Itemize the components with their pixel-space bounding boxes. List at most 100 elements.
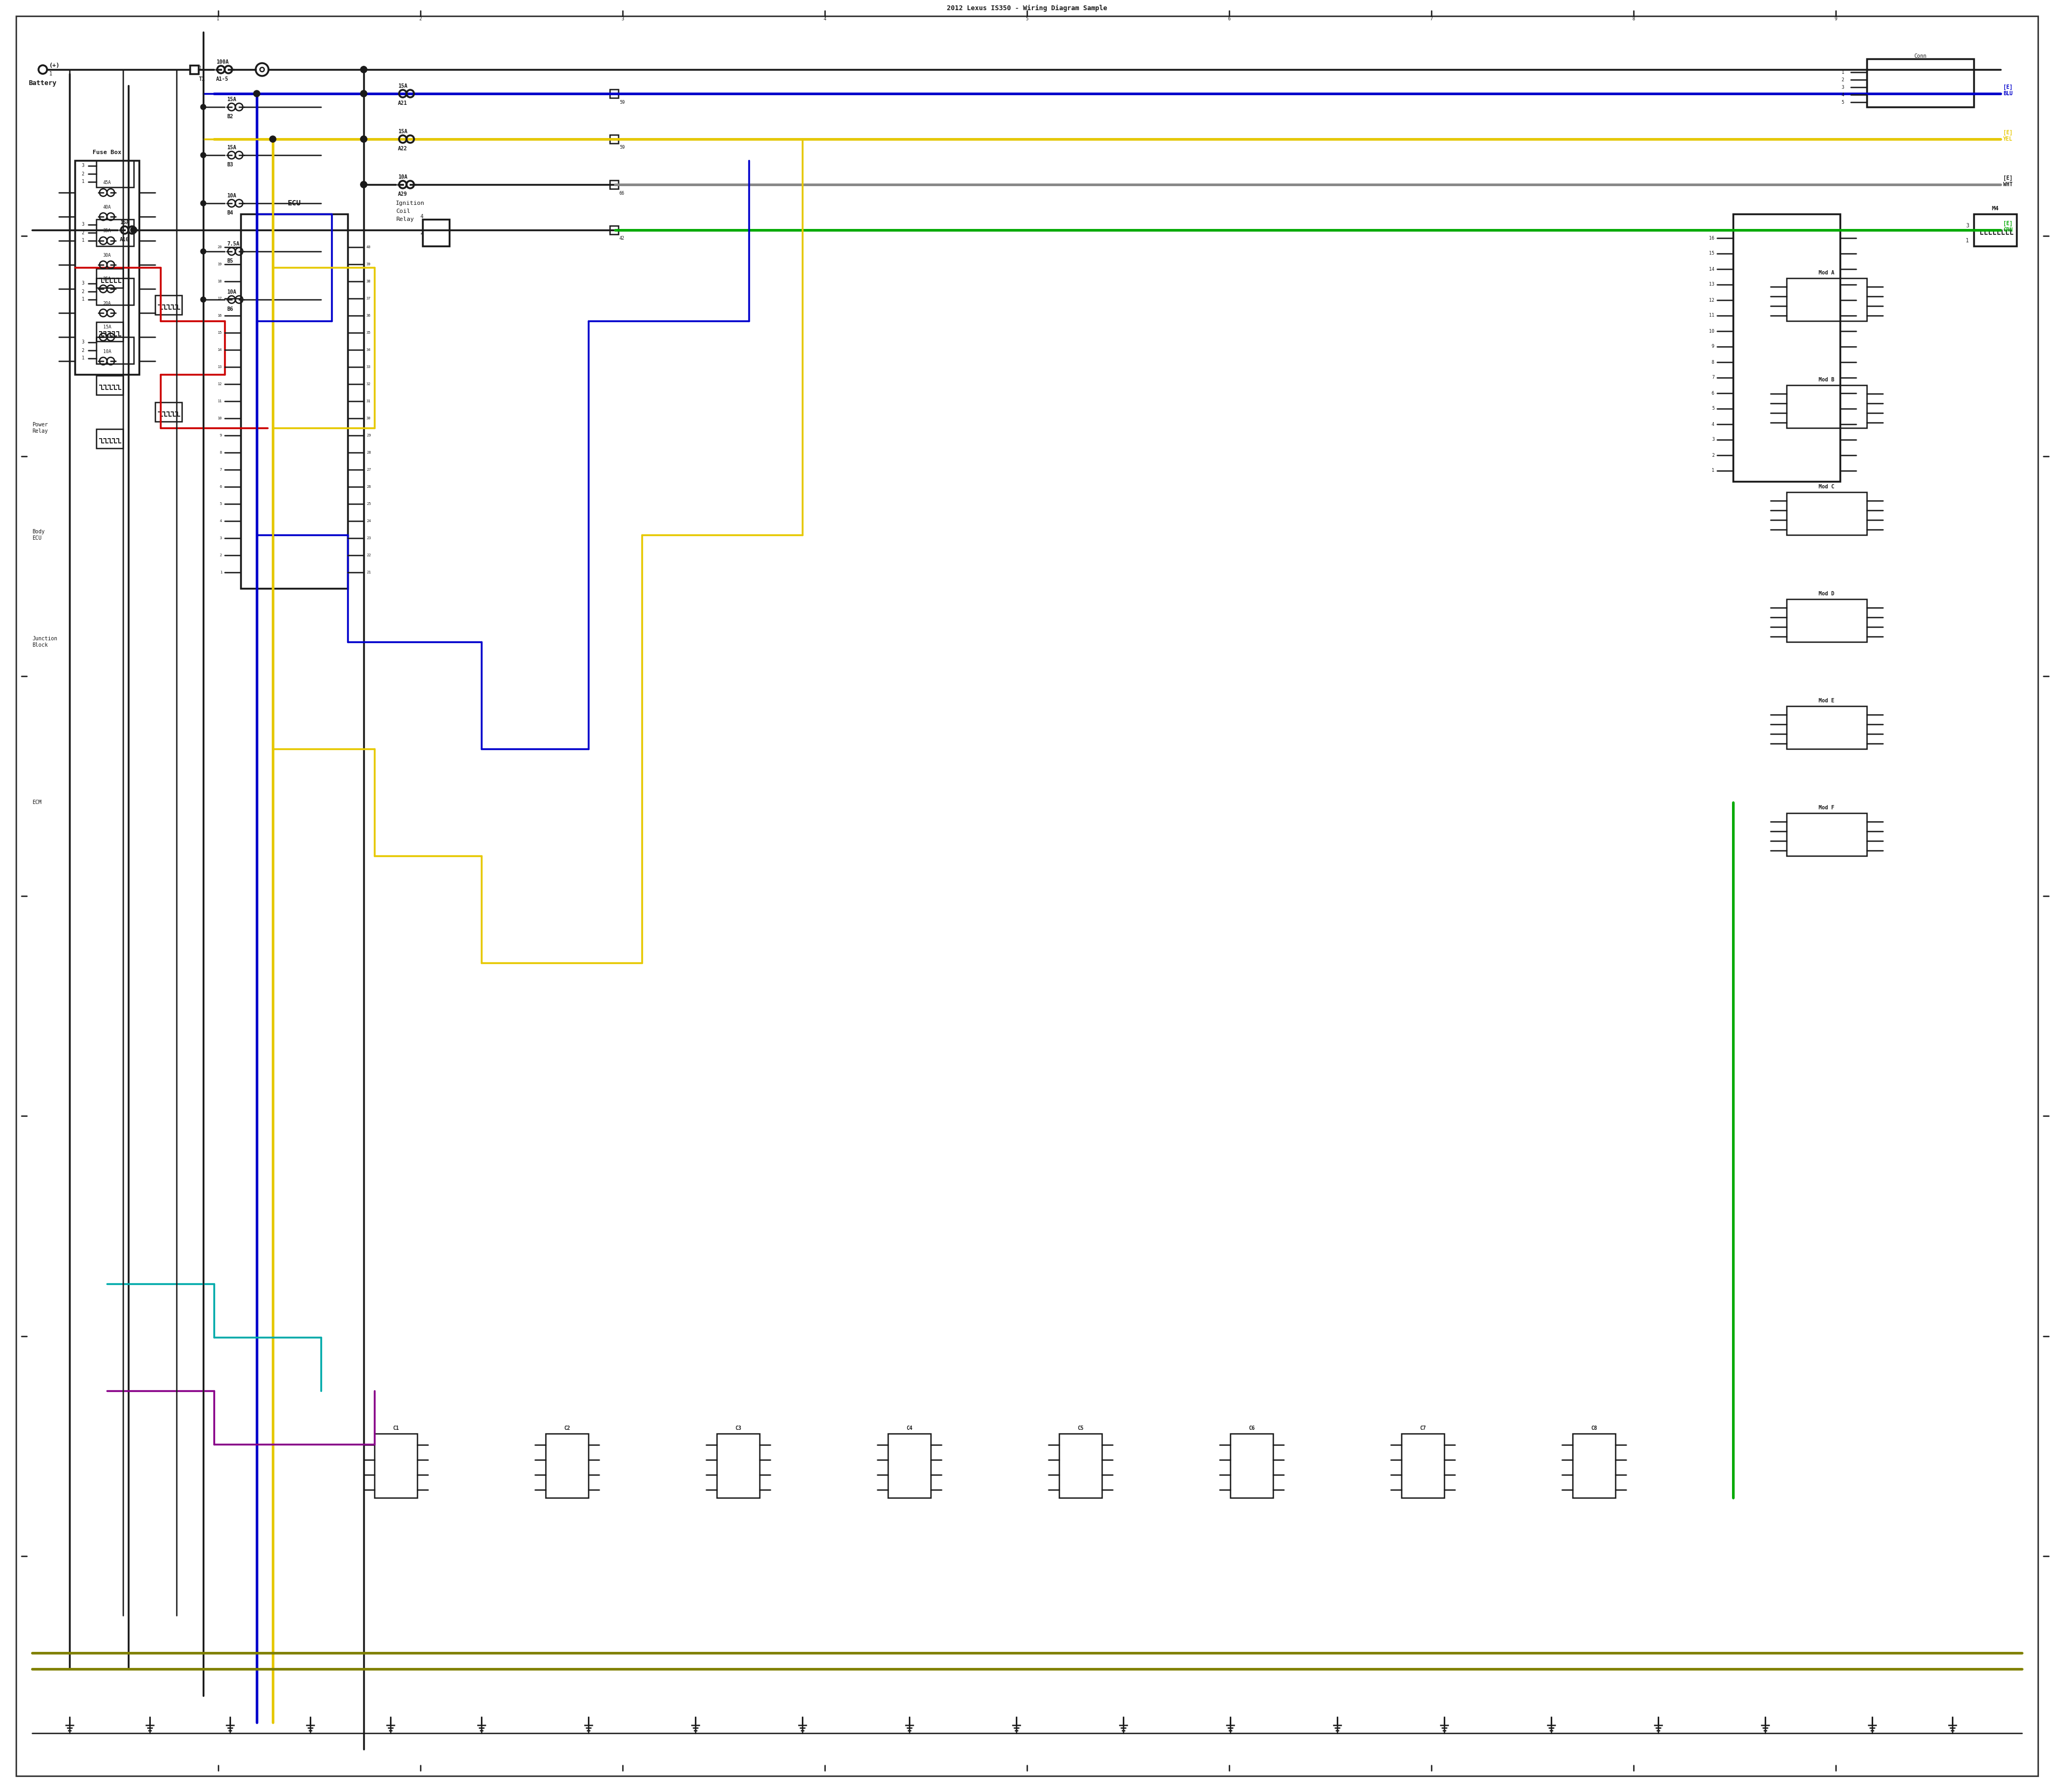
Text: 10: 10: [1709, 328, 1715, 333]
Bar: [1401, 1434, 1444, 1498]
Text: B4: B4: [226, 210, 232, 215]
Text: Mod D: Mod D: [1818, 591, 1834, 597]
Text: [E]: [E]: [2003, 84, 2013, 90]
Bar: [1573, 1434, 1614, 1498]
Text: 5: 5: [1025, 16, 1029, 22]
Text: 10A: 10A: [103, 349, 111, 353]
Bar: [1734, 213, 1840, 482]
Bar: [1974, 213, 2017, 246]
Text: Ignition: Ignition: [396, 201, 425, 206]
Text: 35A: 35A: [103, 229, 111, 233]
Text: B2: B2: [226, 115, 232, 120]
Circle shape: [269, 136, 275, 142]
Text: 6: 6: [1711, 391, 1715, 396]
Text: Relay: Relay: [396, 217, 413, 222]
Text: ECU: ECU: [288, 199, 302, 208]
Text: 27: 27: [366, 468, 372, 471]
Text: 39: 39: [366, 263, 372, 265]
Text: 3: 3: [82, 281, 84, 287]
Text: 3: 3: [82, 340, 84, 344]
Circle shape: [201, 201, 205, 206]
Text: A21: A21: [398, 100, 407, 106]
Text: Fuse Box: Fuse Box: [92, 151, 121, 156]
Text: 7: 7: [1711, 375, 1715, 380]
Text: 35: 35: [366, 332, 372, 335]
Text: 29: 29: [366, 434, 372, 437]
Text: 15A: 15A: [398, 84, 407, 90]
Text: 1: 1: [1840, 70, 1844, 75]
Text: 18: 18: [218, 280, 222, 283]
Circle shape: [362, 66, 368, 73]
Circle shape: [362, 136, 368, 142]
Bar: [240, 213, 347, 588]
Text: C2: C2: [565, 1426, 571, 1432]
Text: 1: 1: [82, 179, 84, 185]
Text: 5: 5: [1711, 407, 1715, 410]
Text: 10A: 10A: [398, 174, 407, 179]
Bar: [97, 161, 134, 186]
Text: A22: A22: [398, 145, 407, 151]
Text: Mod C: Mod C: [1818, 484, 1834, 489]
Text: 4: 4: [220, 520, 222, 523]
Text: 1: 1: [218, 16, 220, 22]
Text: 3: 3: [1840, 84, 1844, 90]
Text: 15A: 15A: [103, 324, 111, 330]
Text: 25: 25: [366, 502, 372, 505]
Circle shape: [253, 90, 261, 97]
Text: 31: 31: [366, 400, 372, 403]
Text: 11: 11: [218, 400, 222, 403]
Text: Junction
Block: Junction Block: [33, 636, 58, 647]
Text: 2: 2: [419, 229, 423, 235]
Bar: [74, 161, 140, 375]
Text: Coil: Coil: [396, 208, 411, 213]
Bar: [97, 337, 134, 364]
Circle shape: [362, 66, 368, 73]
Text: Mod F: Mod F: [1818, 805, 1834, 810]
Text: 1: 1: [82, 297, 84, 303]
Text: 15: 15: [1709, 251, 1715, 256]
Text: 1: 1: [1711, 468, 1715, 473]
Bar: [610, 134, 618, 143]
Text: 9: 9: [1834, 16, 1836, 22]
Text: C6: C6: [1249, 1426, 1255, 1432]
Text: 36: 36: [366, 314, 372, 317]
Bar: [97, 269, 123, 289]
Text: Battery: Battery: [29, 79, 58, 86]
Text: 6: 6: [220, 486, 222, 489]
Text: 6: 6: [1228, 16, 1230, 22]
Bar: [156, 401, 183, 421]
Text: 13: 13: [218, 366, 222, 369]
Text: 8: 8: [220, 452, 222, 453]
Text: 10A: 10A: [226, 194, 236, 199]
Text: 1: 1: [220, 572, 222, 573]
Text: 2: 2: [1840, 77, 1844, 82]
Bar: [1230, 1434, 1273, 1498]
Text: 1: 1: [82, 238, 84, 244]
Text: 5: 5: [1840, 100, 1844, 104]
Text: 20A: 20A: [103, 301, 111, 306]
Circle shape: [362, 136, 368, 142]
Text: 1: 1: [199, 66, 201, 72]
Text: 40: 40: [366, 246, 372, 249]
Text: 3: 3: [82, 163, 84, 168]
Text: A29: A29: [398, 192, 407, 197]
Text: 8: 8: [1711, 360, 1715, 364]
Text: 21: 21: [366, 572, 372, 573]
Text: C5: C5: [1078, 1426, 1085, 1432]
Text: GRN: GRN: [2003, 228, 2013, 233]
Circle shape: [201, 249, 205, 254]
Text: C7: C7: [1419, 1426, 1425, 1432]
Text: 3: 3: [220, 536, 222, 539]
Text: 59: 59: [620, 145, 624, 151]
Text: 1: 1: [82, 357, 84, 360]
Text: 42: 42: [620, 237, 624, 240]
Text: 2: 2: [220, 554, 222, 557]
Text: 3: 3: [82, 222, 84, 228]
Text: 15A: 15A: [226, 97, 236, 102]
Text: 25A: 25A: [103, 276, 111, 281]
Text: 3: 3: [1711, 437, 1715, 443]
Text: [E]: [E]: [2003, 176, 2013, 181]
Text: 9: 9: [220, 434, 222, 437]
Text: 26: 26: [366, 486, 372, 489]
Bar: [423, 219, 450, 246]
